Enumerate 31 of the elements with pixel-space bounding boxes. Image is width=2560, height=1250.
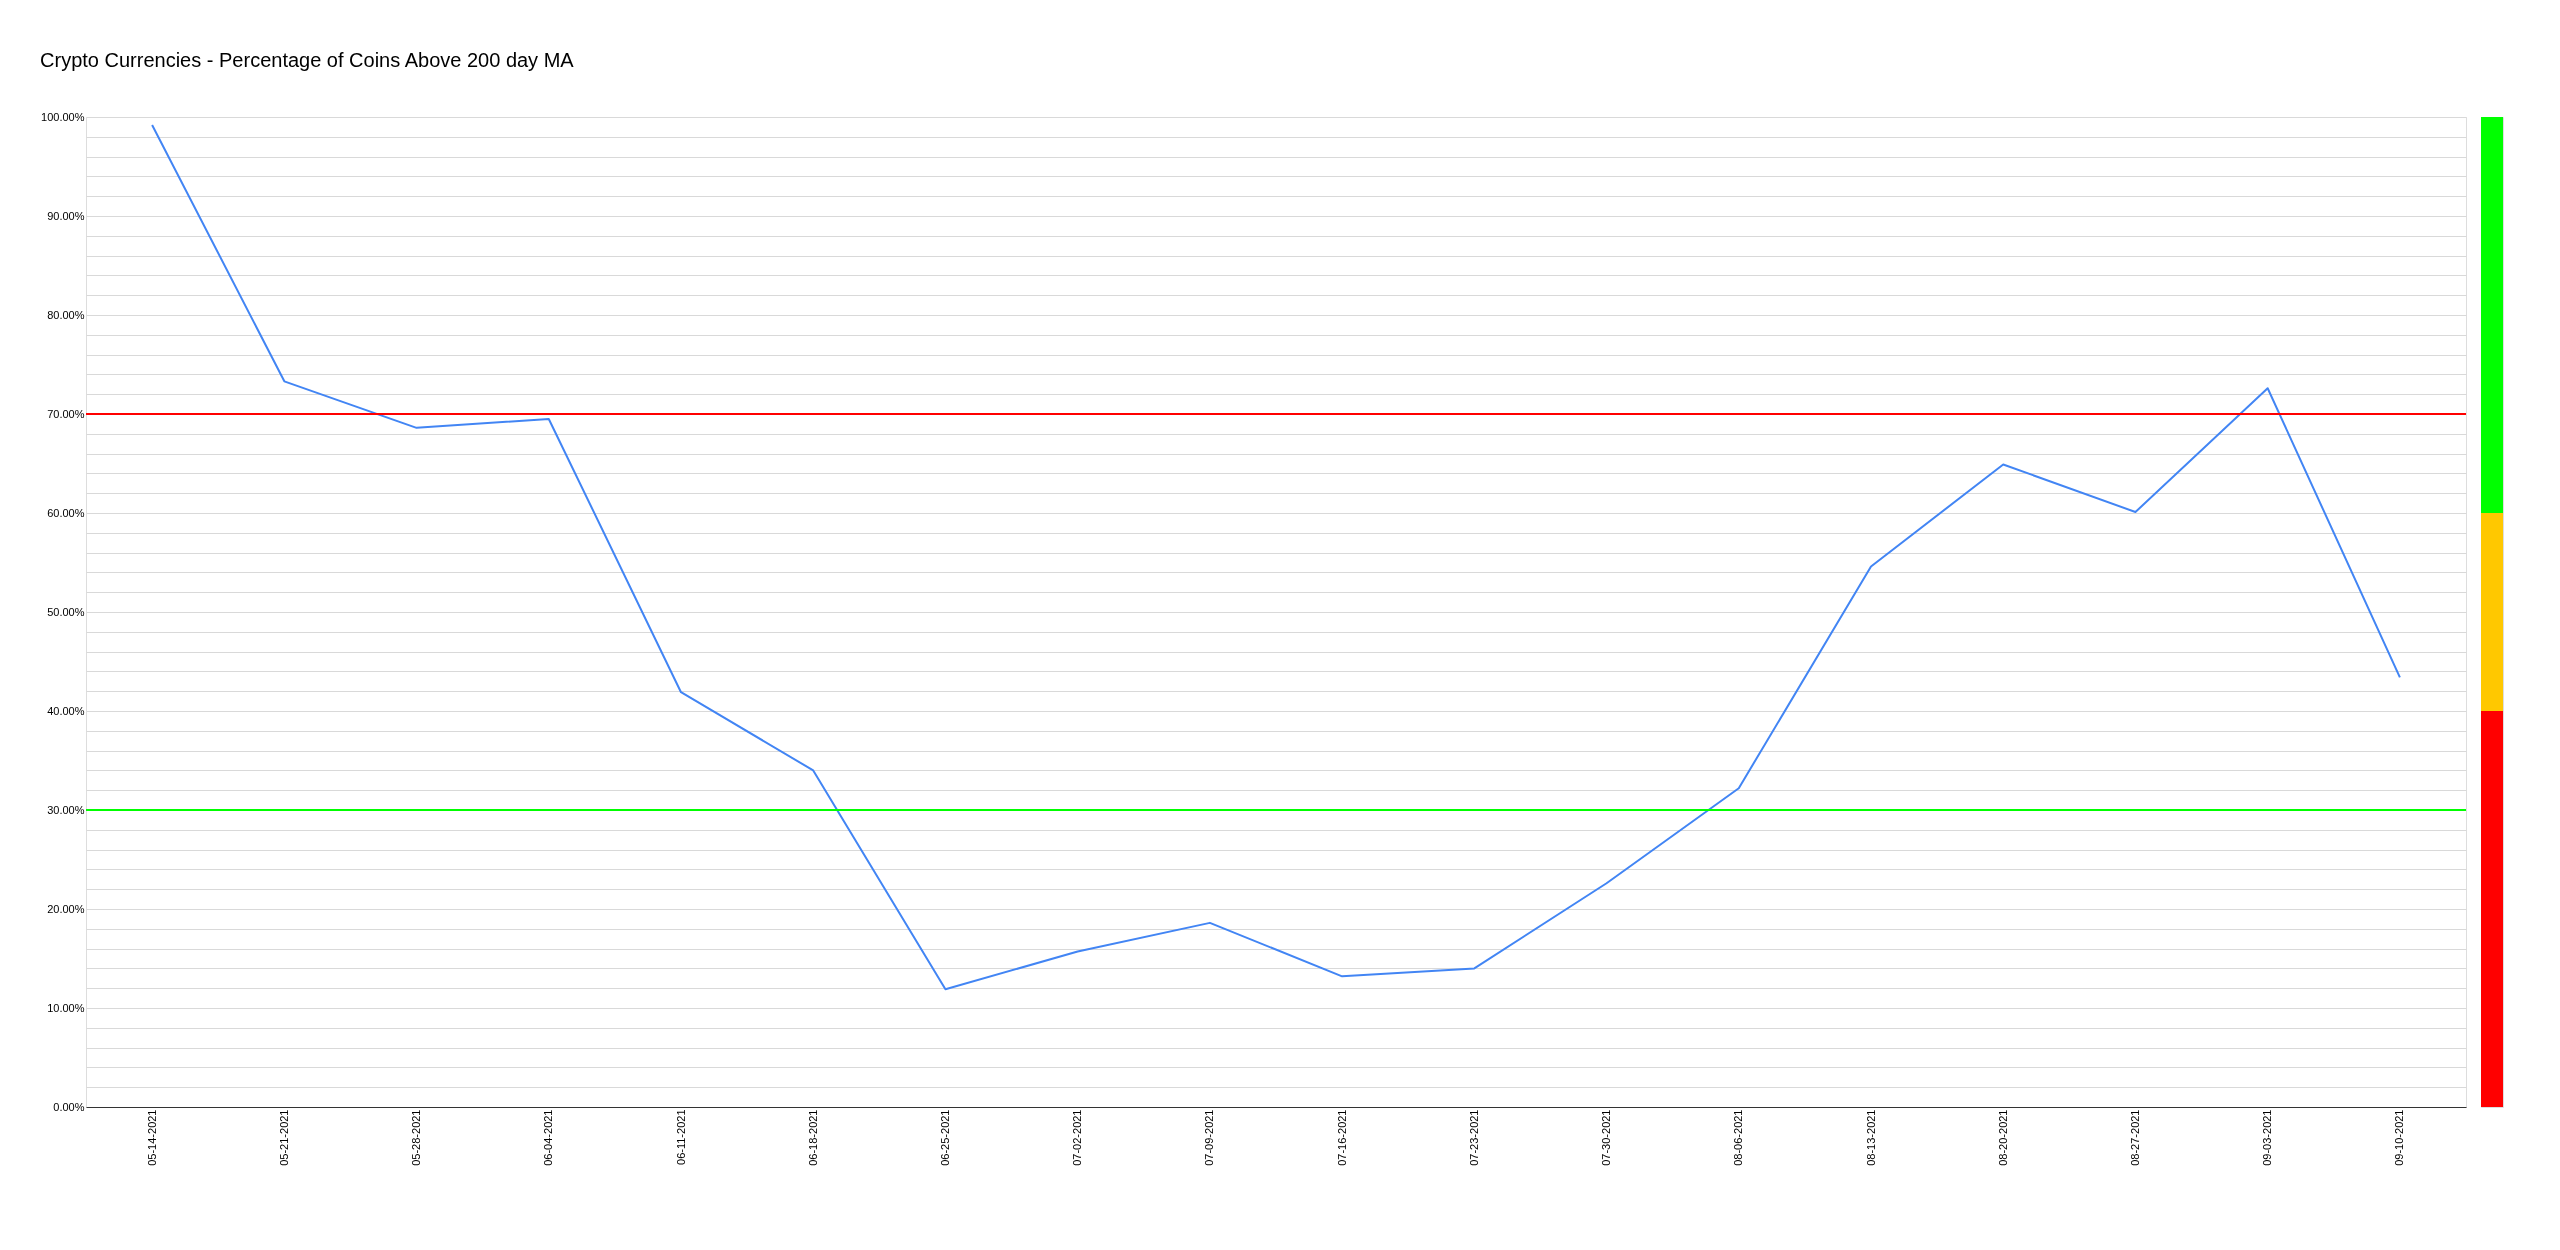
x-tick-label: 05-28-2021	[410, 1109, 423, 1166]
y-tick-label: 90.00%	[47, 209, 85, 222]
x-tick-label: 07-09-2021	[1203, 1109, 1216, 1166]
chart-title: Crypto Currencies - Percentage of Coins Above 200 day MA	[40, 48, 575, 71]
x-tick-label: 06-25-2021	[938, 1109, 951, 1166]
x-tick-label: 08-20-2021	[1996, 1109, 2009, 1166]
x-tick-label: 06-18-2021	[806, 1109, 819, 1166]
y-tick-label: 60.00%	[47, 506, 85, 519]
y-tick-label: 70.00%	[47, 407, 85, 420]
y-tick-label: 0.00%	[53, 1100, 85, 1113]
y-tick-label: 80.00%	[47, 308, 85, 321]
y-tick-label: 100.00%	[41, 110, 85, 123]
y-tick-label: 20.00%	[47, 902, 85, 915]
x-tick-label: 07-16-2021	[1335, 1109, 1348, 1166]
x-tick-label: 09-10-2021	[2393, 1109, 2406, 1166]
x-tick-label: 09-03-2021	[2261, 1109, 2274, 1166]
x-tick-label: 08-06-2021	[1732, 1109, 1745, 1166]
x-tick-label: 05-14-2021	[145, 1109, 158, 1166]
x-tick-label: 08-13-2021	[1864, 1109, 1877, 1166]
y-tick-label: 50.00%	[47, 605, 85, 618]
x-tick-label: 06-11-2021	[674, 1109, 687, 1165]
x-tick-label: 05-21-2021	[277, 1109, 290, 1166]
x-tick-label: 08-27-2021	[2128, 1109, 2141, 1166]
y-tick-label: 40.00%	[47, 704, 85, 717]
x-tick-label: 07-02-2021	[1071, 1109, 1084, 1166]
y-tick-label: 30.00%	[47, 803, 85, 816]
x-tick-label: 06-04-2021	[542, 1109, 555, 1166]
x-tick-label: 07-23-2021	[1467, 1109, 1480, 1166]
x-tick-label: 07-30-2021	[1600, 1109, 1613, 1166]
y-tick-label: 10.00%	[47, 1001, 85, 1014]
line-series	[151, 123, 2401, 991]
